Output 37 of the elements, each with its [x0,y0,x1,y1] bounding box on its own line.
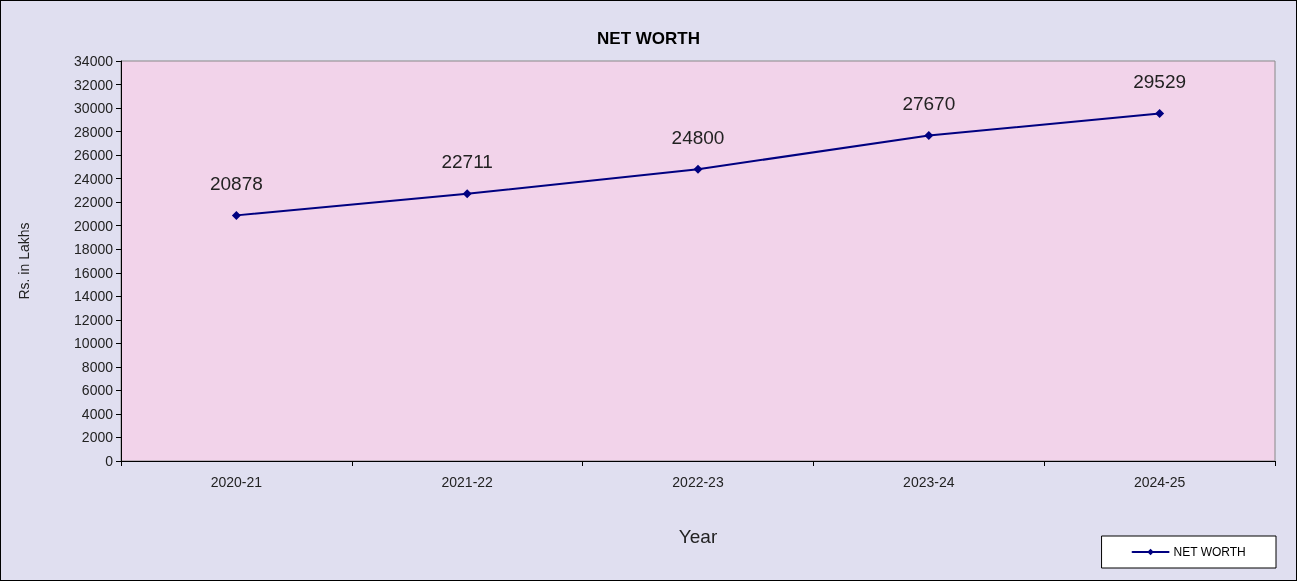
point [462,189,472,199]
chart-title: NET WORTH [597,29,700,48]
point [693,164,703,174]
y-tick-label: 24000 [74,170,114,187]
y-axis-title: Rs. in Lakhs [16,222,32,300]
y-tick-label: 34000 [74,53,114,69]
y-tick-label: 28000 [74,123,114,140]
y-tick-label: 18000 [74,241,114,258]
y-tick-label: 22000 [74,194,114,211]
x-tick-label: 2022-23 [672,474,724,490]
y-tick-label: 12000 [74,311,114,328]
x-tick-label: 2023-24 [903,474,955,490]
y-tick-label: 20000 [74,217,114,234]
data-label: 20878 [209,172,263,194]
x-tick-label: 2024-25 [1133,474,1186,490]
y-tick-label: 30000 [74,100,114,117]
y-tick-label: 14000 [74,288,114,305]
point [1155,109,1165,119]
y-tick-label: 2000 [81,429,114,446]
point [924,130,934,140]
legend-label: NET WORTH [1173,545,1246,559]
x-tick-label: 2020-21 [210,474,263,490]
y-tick-label: 6000 [81,382,114,399]
point [231,210,241,220]
data-label: 22711 [441,151,493,173]
y-tick-label: 26000 [74,147,114,164]
y-tick-label: 0 [105,453,114,469]
x-axis-title: Year [678,526,718,547]
x-tick-label: 2021-22 [441,474,494,490]
data-label: 27670 [902,92,956,114]
data-label: 29529 [1133,71,1187,93]
y-tick-label: 4000 [81,405,114,422]
data-label: 24800 [671,126,725,148]
y-tick-label: 32000 [74,76,114,93]
y-tick-label: 8000 [81,358,114,375]
y-tick-label: 10000 [74,335,114,352]
y-tick-label: 16000 [74,264,114,281]
